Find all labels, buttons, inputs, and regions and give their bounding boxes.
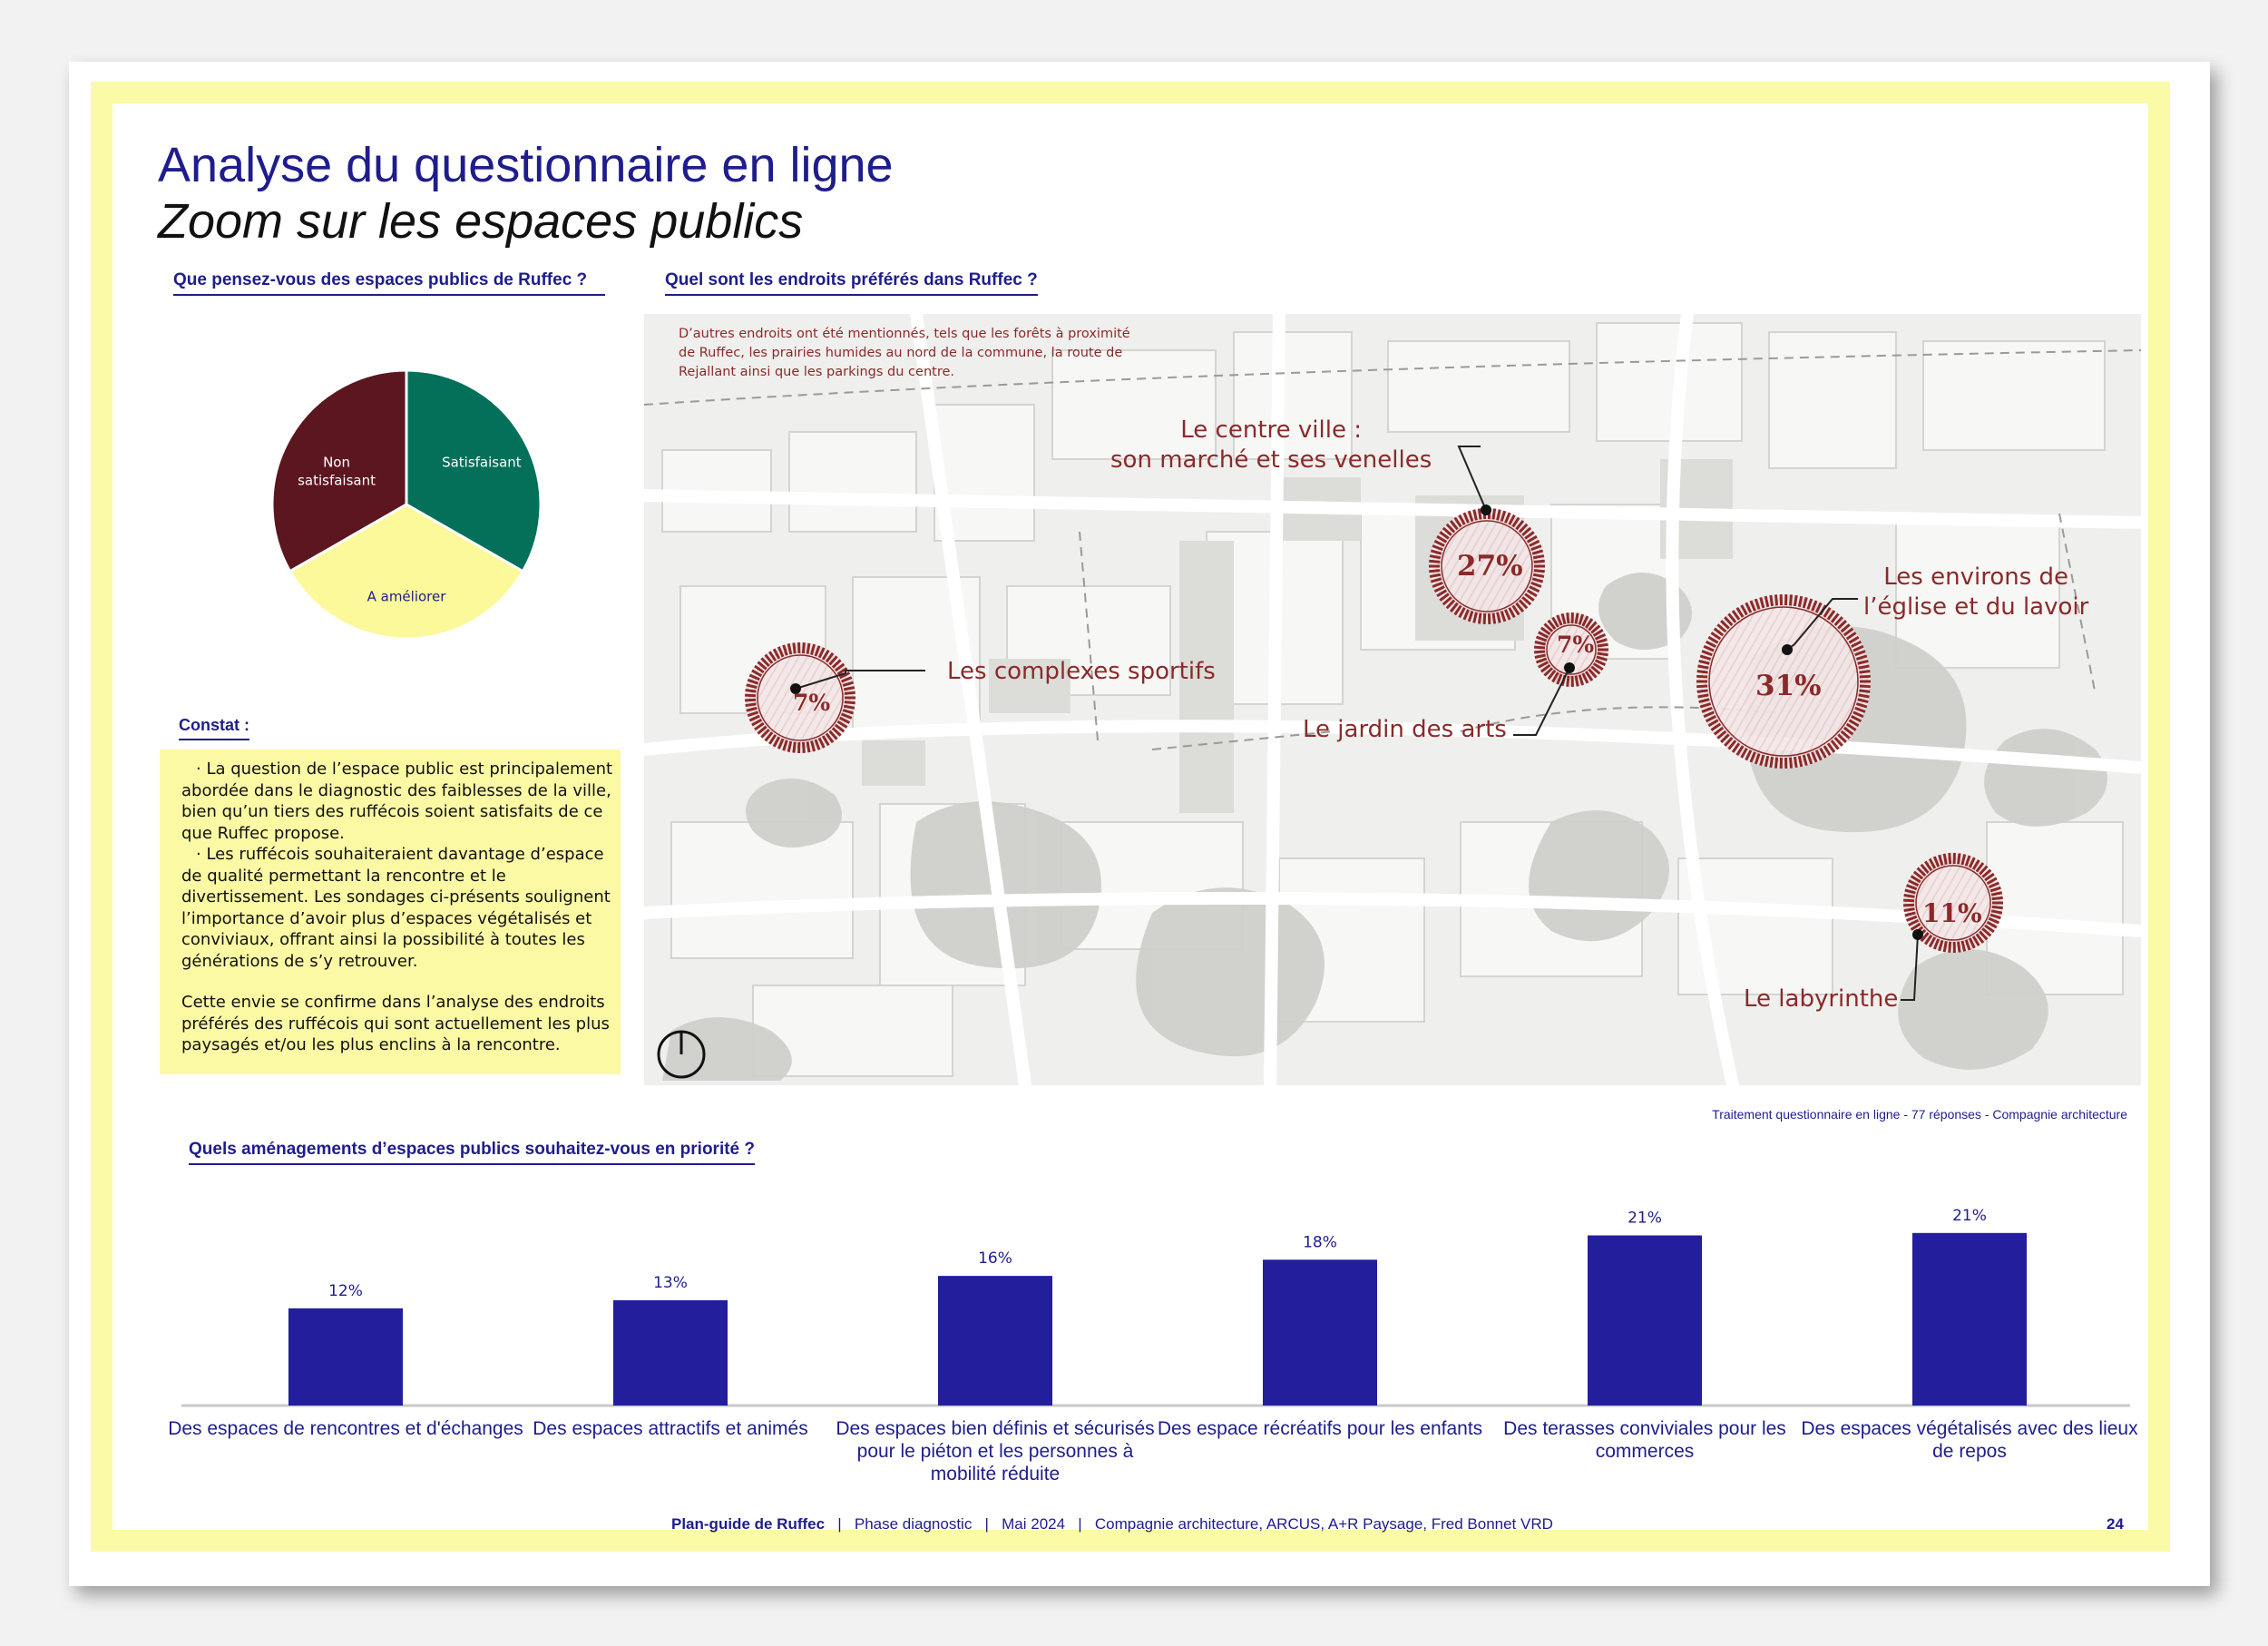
pie-slice-label: Satisfaisant <box>442 455 522 471</box>
percent-eglise-lavoir: 31% <box>1755 670 1822 702</box>
percent-centre-ville: 27% <box>1457 550 1523 583</box>
bar-value-label: 13% <box>653 1274 688 1292</box>
page-title: Analyse du questionnaire en ligne <box>158 138 894 192</box>
town-map <box>644 314 2141 1085</box>
north-arrow-icon <box>657 1030 706 1079</box>
map-marker <box>744 642 855 754</box>
map-marker <box>1429 507 1545 625</box>
percent-labyrinthe: 11% <box>1922 898 1982 928</box>
bar-value-label: 12% <box>328 1282 363 1300</box>
leader-line <box>1901 934 1919 1001</box>
pie-slice-label: Non satisfaisant <box>298 455 376 489</box>
footer-team: Compagnie architecture, ARCUS, A+R Paysa… <box>1094 1515 1553 1533</box>
bar-category-label: Des terasses conviviales pour les commerc… <box>1503 1418 1786 1462</box>
leader-line <box>795 670 925 690</box>
leader-line <box>1513 667 1570 736</box>
map-question: Quel sont les endroits préférés dans Ruf… <box>665 270 1038 296</box>
constat-bullet: · La question de l’espace public est pri… <box>181 759 613 843</box>
percent-jardin-des-arts: 7% <box>1557 632 1595 658</box>
footer-project: Plan-guide de Ruffec <box>671 1515 826 1533</box>
percent-complexes-sportifs: 7% <box>793 690 831 716</box>
bar-category-label: Des espaces attractifs et animés <box>533 1418 807 1439</box>
bar <box>938 1276 1052 1406</box>
bar-category-label: Des espaces bien définis et sécurisés pou… <box>836 1418 1154 1484</box>
map-label-line: Les environs de l’église et du lavoir <box>1863 563 2089 621</box>
map-label-centre-ville: Le centre ville : son marché et ses vene… <box>1110 416 1432 475</box>
bar-value-label: 21% <box>1952 1207 1987 1225</box>
map-marker <box>1533 612 1608 688</box>
footer-date: Mai 2024 <box>1002 1515 1066 1533</box>
source-note: Traitement questionnaire en ligne - 77 r… <box>1712 1107 2127 1122</box>
bar-question: Quels aménagements d’espaces publics sou… <box>189 1140 756 1165</box>
bar-category-label: Des espace récréatifs pour les enfants <box>1158 1418 1482 1439</box>
pie-slice <box>288 503 525 641</box>
constat-box: · La question de l’espace public est pri… <box>160 750 621 1074</box>
bar-value-label: 16% <box>978 1249 1012 1268</box>
bar <box>613 1299 728 1406</box>
footer-phase: Phase diagnostic <box>854 1515 973 1533</box>
bar <box>288 1308 403 1406</box>
constat-bullet: · Les ruffécois souhaiteraient davantage… <box>181 845 611 971</box>
pie-question: Que pensez-vous des espaces publics de R… <box>173 270 605 296</box>
map-marker <box>1696 593 1871 769</box>
map-label-labyrinthe: Le labyrinthe <box>1744 985 1899 1013</box>
pie-slice <box>405 368 543 573</box>
pie-slice-label: A améliorer <box>367 589 447 605</box>
bar-value-label: 18% <box>1303 1233 1337 1251</box>
map-label-eglise-lavoir: Les environs de l’église et du lavoir <box>1863 563 2088 622</box>
leader-line <box>1457 446 1487 511</box>
page-number: 24 <box>2107 1515 2124 1533</box>
map-marker <box>1902 852 2003 954</box>
constat-heading: Constat : <box>179 716 249 740</box>
bar <box>1912 1232 2027 1406</box>
bar-value-label: 21% <box>1628 1210 1662 1228</box>
map-label-jardin-des-arts: Le jardin des arts <box>1303 716 1507 743</box>
priorities-bar-chart: 12% Des espaces de rencontres et d'échang… <box>168 1207 2138 1484</box>
map-label-line: Le centre ville : son marché et ses vene… <box>1110 416 1432 474</box>
footer: Plan-guide de Ruffec | Phase diagnostic … <box>671 1515 1553 1533</box>
pie-slice <box>270 368 408 573</box>
map-note: D’autres endroits ont été mentionnés, te… <box>679 327 1130 379</box>
bar-category-label: Des espaces de rencontres et d'échanges <box>168 1418 523 1439</box>
map-label-complexes-sportifs: Les complexes sportifs <box>947 658 1216 685</box>
constat-closing: Cette envie se confirme dans l’analyse d… <box>181 993 610 1054</box>
map-markers <box>744 446 2003 1001</box>
bar-category-label: Des espaces végétalisés avec des lieux de… <box>1801 1418 2138 1462</box>
page-subtitle: Zoom sur les espaces publics <box>158 194 804 249</box>
satisfaction-pie-chart: Non satisfaisant Satisfaisant A améliorer <box>270 368 543 641</box>
bar <box>1588 1235 1702 1406</box>
bar <box>1263 1259 1377 1406</box>
